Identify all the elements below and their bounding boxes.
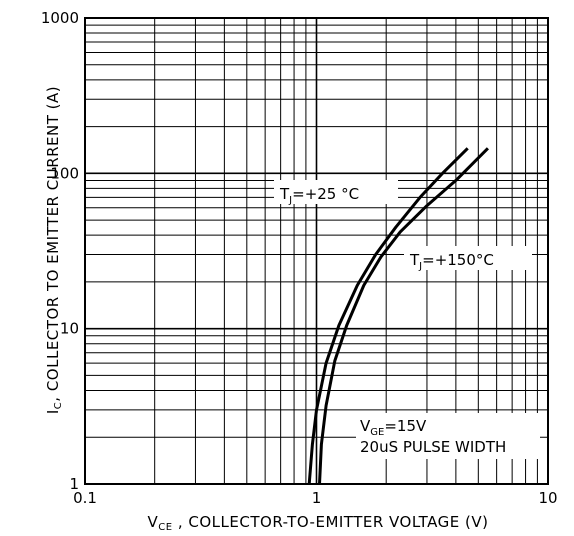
y-axis-title-main: I (44, 409, 62, 414)
x-axis-title-main: V (148, 513, 159, 531)
annotation-vge-rest: =15V (384, 417, 427, 435)
y-tick-label: 1 (69, 475, 79, 493)
series-label-150c-sub: J (418, 261, 422, 272)
series-label-25c: TJ=+25 °C (279, 185, 359, 206)
annotation-vge-main: V (360, 417, 371, 435)
x-axis-title-sub: CE (158, 522, 172, 533)
annotation-pulse: 20uS PULSE WIDTH (360, 438, 506, 456)
y-axis-title: IC, COLLECTOR TO EMITTER CURRENT (A) (44, 86, 64, 414)
series-line-25c (307, 147, 469, 485)
series-label-bg (274, 180, 398, 204)
x-tick-label: 1 (312, 489, 322, 507)
series-label-bg (404, 246, 532, 270)
y-axis-title-rest: , COLLECTOR TO EMITTER CURRENT (A) (44, 86, 62, 402)
x-axis-title-rest: , COLLECTOR-TO-EMITTER VOLTAGE (V) (173, 513, 489, 531)
annotation-bg (356, 413, 540, 459)
series-label-150c-main: T (409, 251, 420, 269)
series-label-25c-main: T (279, 185, 290, 203)
annotation-vge-sub: GE (370, 427, 384, 438)
y-axis-title-sub: C (53, 402, 64, 409)
series-label-150c-rest: =+150°C (422, 251, 494, 269)
x-tick-label: 10 (538, 489, 557, 507)
series-label-25c-sub: J (288, 195, 292, 206)
series-line-150c (318, 147, 489, 485)
series-label-25c-rest: =+25 °C (292, 185, 359, 203)
y-tick-label: 10 (60, 320, 79, 338)
plot-frame (84, 17, 549, 485)
x-axis-title: VCE , COLLECTOR-TO-EMITTER VOLTAGE (V) (148, 513, 489, 533)
y-tick-label: 1000 (41, 9, 79, 27)
annotation-vge: VGE=15V (360, 417, 427, 438)
series-label-150c: TJ=+150°C (409, 251, 494, 272)
curves (307, 147, 489, 485)
y-tick-label: 100 (50, 164, 79, 182)
x-tick-label: 0.1 (73, 489, 97, 507)
